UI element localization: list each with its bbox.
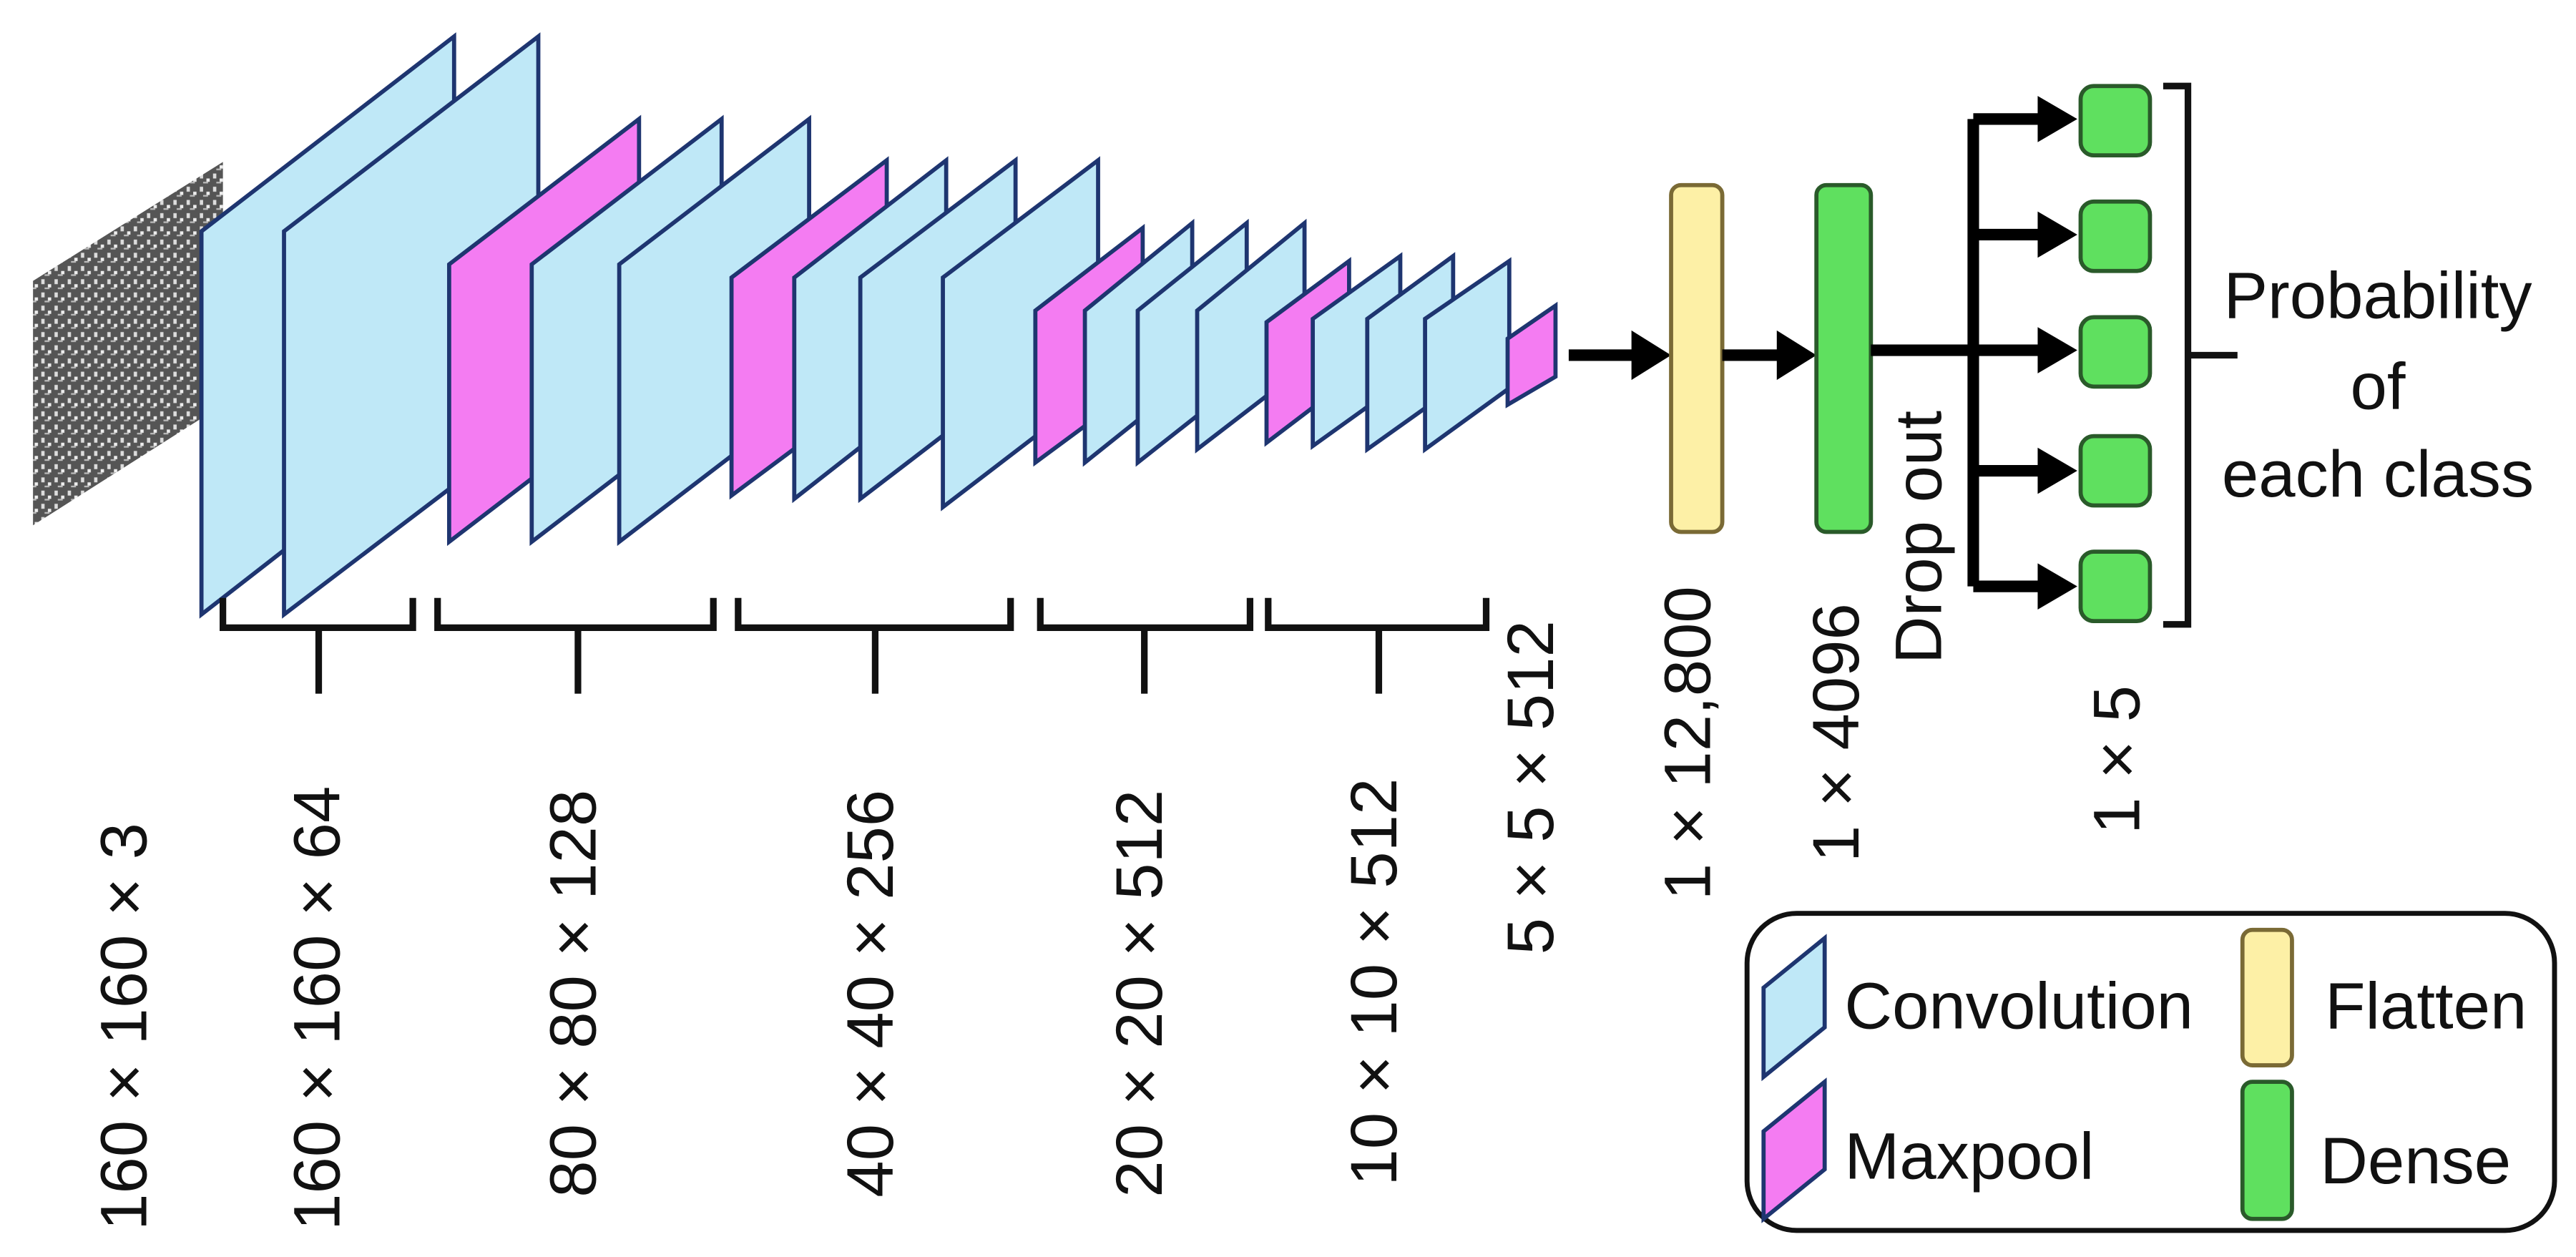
dimension-label: 160 × 160 × 3 <box>86 823 160 1231</box>
dimension-label: 160 × 160 × 64 <box>280 786 354 1231</box>
dropout-label: Drop out <box>1881 411 1956 664</box>
arrow-head <box>2037 96 2077 142</box>
dimension-label: 1 × 12,800 <box>1650 586 1724 900</box>
brace <box>1265 597 1490 694</box>
arrow-head <box>1631 330 1672 381</box>
arrow-head <box>2037 327 2077 373</box>
output-bracket <box>2163 82 2238 628</box>
legend: Convolution Maxpool Flatten Dense <box>1744 911 2557 1233</box>
output-node <box>2078 199 2153 273</box>
arrow-head <box>2037 447 2077 494</box>
dimension-label: 80 × 80 × 128 <box>535 790 609 1198</box>
layers <box>199 32 1558 619</box>
output-label: of <box>2350 349 2405 424</box>
legend-label: Maxpool <box>1844 1118 2094 1193</box>
brace <box>220 597 416 694</box>
legend-icon-flatten <box>2240 927 2294 1067</box>
dimension-label: 1 × 4096 <box>1798 603 1873 862</box>
dimension-label: 20 × 20 × 512 <box>1102 790 1176 1198</box>
input-image <box>33 162 223 526</box>
dimension-label: 5 × 5 × 512 <box>1493 620 1567 954</box>
legend-label: Dense <box>2320 1123 2511 1198</box>
dimension-labels: 160 × 160 × 3 160 × 160 × 64 80 × 80 × 1… <box>86 411 2153 1231</box>
maxpool-layer <box>1505 301 1558 409</box>
legend-box <box>1744 911 2557 1233</box>
branch-arrows <box>1973 113 2044 592</box>
output-node <box>2078 434 2153 508</box>
arrow-head <box>2037 563 2077 610</box>
dimension-label: 1 × 5 <box>2080 685 2154 834</box>
legend-icon-dense <box>2240 1080 2294 1221</box>
output-label: each class <box>2222 436 2534 511</box>
arrow-head <box>2037 211 2077 258</box>
braces <box>220 597 1490 694</box>
arrow-head <box>1776 330 1817 381</box>
output-node <box>2078 315 2153 389</box>
legend-label: Convolution <box>1844 968 2193 1042</box>
legend-icon-maxpool <box>1761 1077 1827 1223</box>
legend-icon-conv <box>1761 934 1827 1082</box>
flatten-block <box>1669 182 1725 534</box>
brace <box>735 597 1014 694</box>
dimension-label: 10 × 10 × 512 <box>1336 778 1411 1186</box>
output-node <box>2078 84 2153 158</box>
brace <box>1037 597 1254 694</box>
output-node <box>2078 549 2153 623</box>
dense-block <box>1814 182 1874 534</box>
legend-label: Flatten <box>2325 968 2527 1042</box>
dimension-label: 40 × 40 × 256 <box>833 790 907 1198</box>
output-label: Probability <box>2223 258 2532 333</box>
brace <box>434 597 717 694</box>
connections <box>1568 82 2238 628</box>
